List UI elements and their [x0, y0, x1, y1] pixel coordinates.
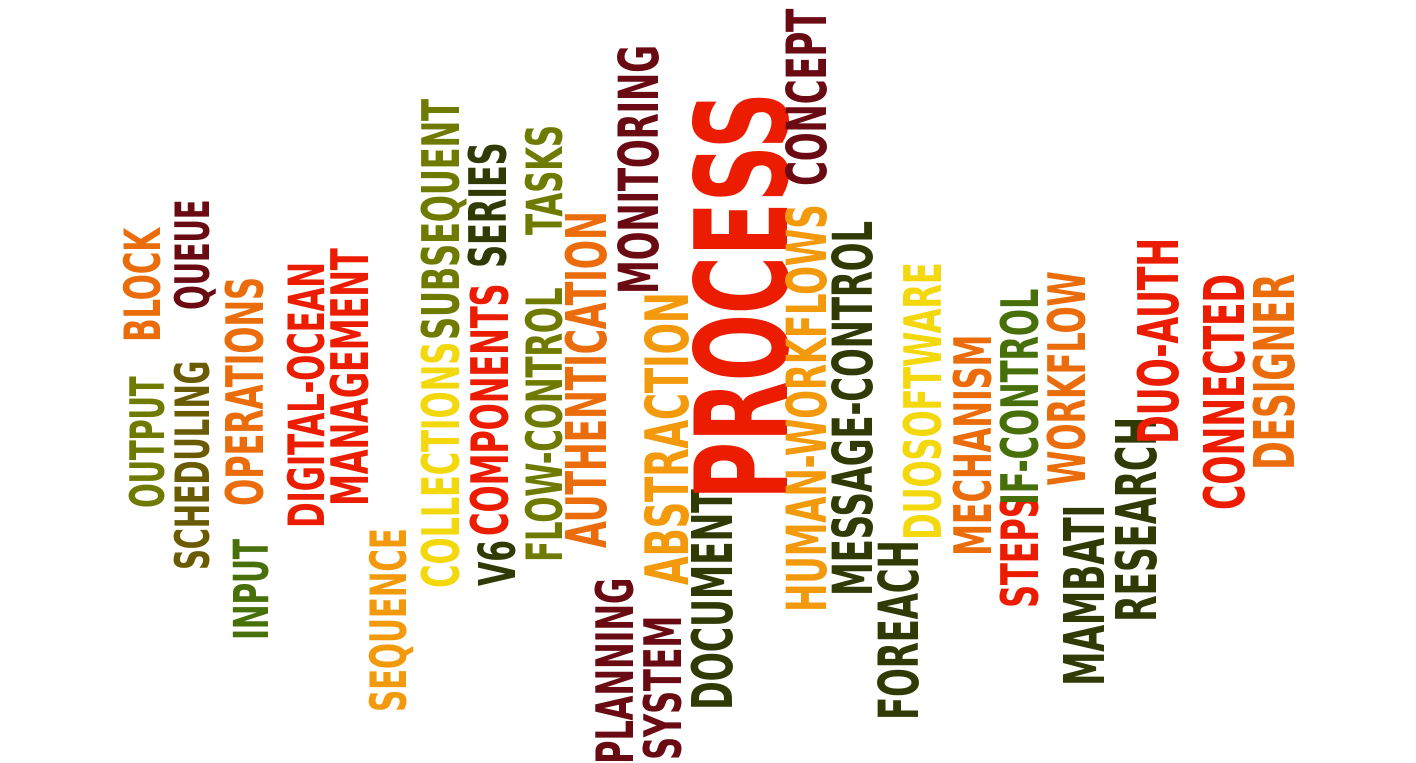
word-sequence: SEQUENCE [360, 528, 418, 712]
word-designer: DESIGNER [1243, 274, 1308, 470]
word-research: RESEARCH [1105, 417, 1170, 622]
word-input: INPUT [224, 539, 280, 640]
word-workflow: WORKFLOW [1038, 271, 1098, 486]
word-document: DOCUMENT [681, 489, 746, 710]
word-duosoftware: DUOSOFTWARE [894, 262, 954, 540]
word-scheduling: SCHEDULING [166, 360, 221, 570]
word-series: SERIES [459, 142, 519, 268]
word-steps: STEPS [991, 495, 1051, 608]
word-operations: OPERATIONS [216, 277, 276, 506]
word-management: MANAGEMENT [321, 248, 381, 506]
word-block: BLOCK [114, 228, 172, 342]
word-components: COMPONENTS [461, 283, 521, 536]
word-concept: CONCEPT [775, 9, 839, 186]
word-monitoring: MONITORING [607, 45, 671, 294]
word-queue: QUEUE [166, 199, 221, 310]
word-output: OUTPUT [121, 376, 176, 508]
word-duo-auth: DUO-AUTH [1127, 238, 1192, 444]
word-foreach: FOREACH [867, 540, 931, 720]
